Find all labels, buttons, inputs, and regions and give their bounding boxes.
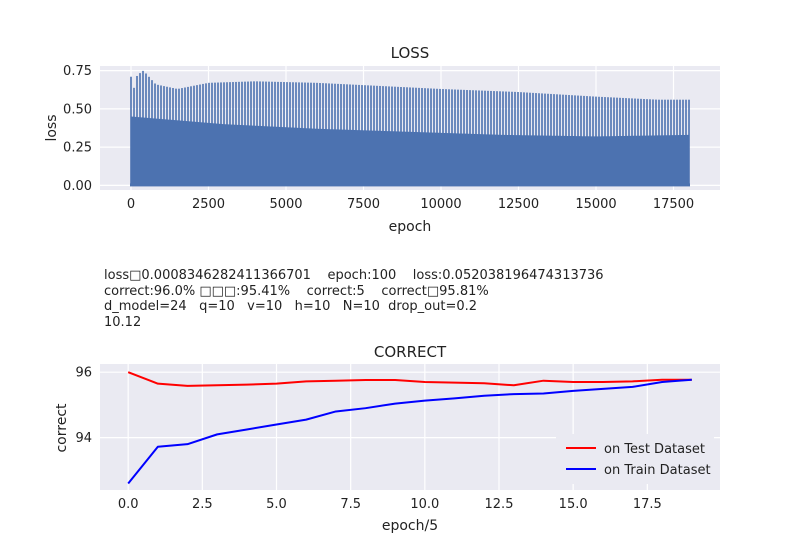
x-tick-label: 15.0 bbox=[559, 497, 588, 512]
loss-x-axis-label: epoch bbox=[389, 219, 432, 235]
x-tick-label: 7500 bbox=[347, 197, 380, 212]
legend: on Test Dataset on Train Dataset bbox=[556, 434, 714, 484]
summary-line: d_model=24 q=10 v=10 h=10 N=10 drop_out=… bbox=[104, 299, 478, 314]
x-tick-label: 17500 bbox=[653, 197, 694, 212]
legend-box bbox=[556, 434, 714, 484]
x-tick-label: 0 bbox=[127, 197, 135, 212]
x-tick-label: 0.0 bbox=[118, 497, 139, 512]
summary-line: loss□0.0008346282411366701 epoch:100 los… bbox=[104, 268, 604, 283]
loss-x-tick-labels: 0 2500 5000 7500 10000 12500 15000 17500 bbox=[127, 197, 694, 212]
summary-line: correct:96.0% □□□:95.41% correct:5 corre… bbox=[104, 283, 489, 299]
x-tick-label: 10.0 bbox=[410, 497, 439, 512]
summary-line: 10.12 bbox=[104, 314, 142, 330]
loss-y-axis-label: loss bbox=[44, 114, 60, 141]
legend-train-label: on Train Dataset bbox=[604, 463, 711, 478]
loss-floor bbox=[130, 183, 690, 187]
loss-title: LOSS bbox=[391, 44, 430, 62]
x-tick-label: 12.5 bbox=[485, 497, 514, 512]
x-tick-label: 5000 bbox=[269, 197, 302, 212]
y-tick-label: 0.25 bbox=[63, 141, 92, 156]
correct-x-tick-labels: 0.0 2.5 5.0 7.5 10.0 12.5 15.0 17.5 bbox=[118, 497, 662, 512]
correct-title: CORRECT bbox=[374, 343, 447, 361]
y-tick-label: 94 bbox=[75, 431, 92, 446]
y-tick-label: 96 bbox=[75, 366, 92, 381]
x-tick-label: 17.5 bbox=[633, 497, 662, 512]
correct-x-axis-label: epoch/5 bbox=[382, 518, 438, 534]
test-accuracy-line bbox=[127, 371, 692, 387]
loss-y-tick-labels: 0.00 0.25 0.50 0.75 bbox=[63, 64, 92, 194]
loss-series bbox=[130, 70, 690, 187]
x-tick-label: 7.5 bbox=[340, 497, 361, 512]
correct-chart: 0.0 2.5 5.0 7.5 10.0 12.5 15.0 17.5 94 96 CORREC… bbox=[54, 343, 720, 534]
x-tick-label: 2500 bbox=[192, 197, 225, 212]
legend-test-label: on Test Dataset bbox=[604, 442, 705, 457]
x-tick-label: 15000 bbox=[575, 197, 616, 212]
x-tick-label: 12500 bbox=[498, 197, 539, 212]
y-tick-label: 0.75 bbox=[63, 64, 92, 79]
x-tick-label: 5.0 bbox=[266, 497, 287, 512]
training-summary: loss□0.0008346282411366701 epoch:100 los… bbox=[104, 268, 604, 330]
correct-y-tick-labels: 94 96 bbox=[75, 366, 92, 446]
correct-series bbox=[127, 371, 692, 485]
x-tick-label: 10000 bbox=[420, 197, 461, 212]
correct-y-axis-label: correct bbox=[54, 403, 70, 453]
train-accuracy-line bbox=[127, 378, 692, 485]
loss-chart: 0 2500 5000 7500 10000 12500 15000 17500 0.000.… bbox=[44, 44, 720, 235]
y-tick-label: 0.50 bbox=[63, 102, 92, 117]
x-tick-label: 2.5 bbox=[192, 497, 213, 512]
y-tick-label: 0.00 bbox=[63, 179, 92, 194]
